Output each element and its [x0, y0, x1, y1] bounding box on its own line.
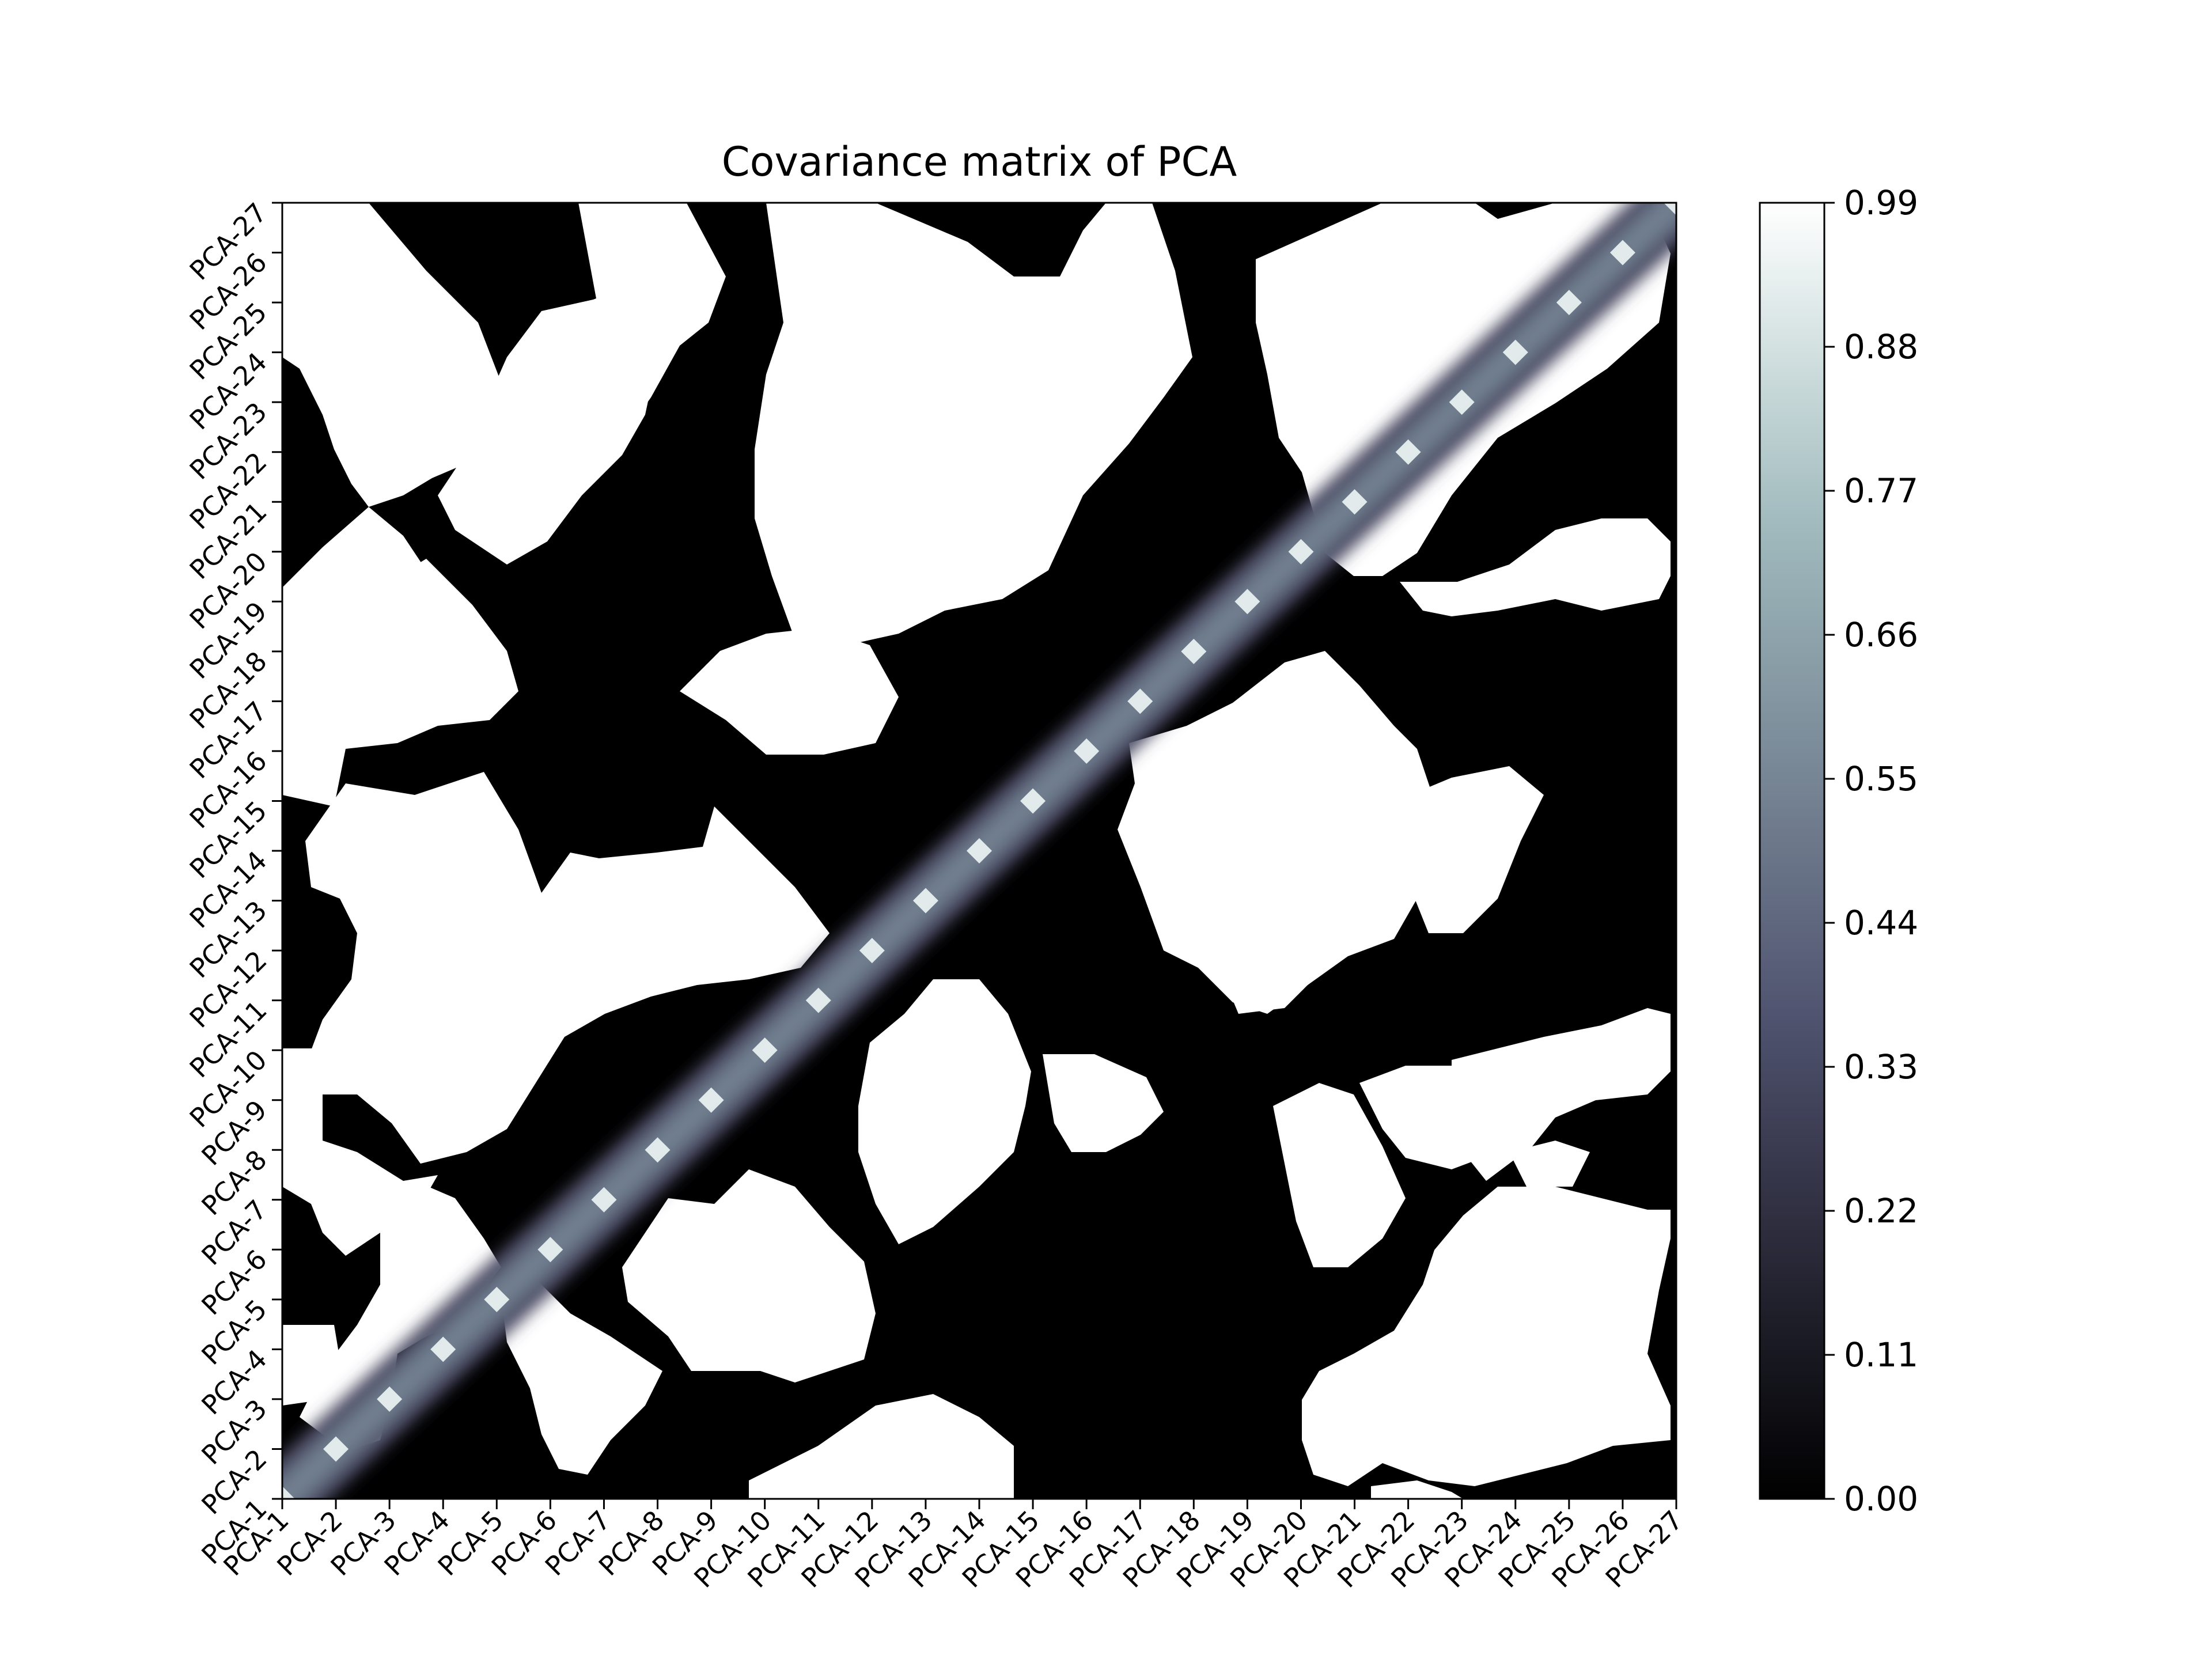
contour-region-29: [1555, 1204, 1636, 1267]
colorbar-tick-label: 0.99: [1844, 183, 1918, 222]
diagonal-cell-PCA-25: [1556, 290, 1582, 316]
diagonal-cell-PCA-21: [1342, 489, 1368, 515]
contour-region-8: [305, 772, 830, 1164]
contour-region-12: [1118, 651, 1440, 1014]
diagonal-cell-PCA-4: [430, 1336, 456, 1362]
colorbar-tick-label: 0.22: [1844, 1191, 1918, 1230]
diagonal-cell-PCA-1: [282, 1486, 295, 1499]
colorbar-tick-label: 0.55: [1844, 759, 1918, 798]
diagonal-cell-PCA-8: [645, 1137, 671, 1163]
contour-region-23: [1273, 1083, 1406, 1267]
contour-region-7: [323, 559, 518, 749]
diagonal-cell-PCA-6: [537, 1237, 563, 1263]
contour-region-11: [1400, 518, 1671, 616]
diagonal-cell-PCA-24: [1502, 339, 1528, 365]
contour-region-6: [680, 628, 899, 755]
diagonal-cell-PCA-11: [805, 987, 831, 1013]
colorbar-tick-label: 0.88: [1844, 327, 1918, 366]
diagonal-cell-PCA-22: [1395, 439, 1421, 465]
diagonal-cell-PCA-3: [377, 1386, 403, 1412]
contour-region-5: [755, 203, 1192, 645]
contour-region-22: [1043, 1054, 1164, 1152]
x-axis: PCA-1PCA-2PCA-3PCA-4PCA-5PCA-6PCA-7PCA-8…: [217, 1499, 1689, 1594]
colorbar-ticks: 0.00 0.11 0.22 0.33 0.44 0.55 0.66 0.77 0.88 0.99: [1824, 183, 1918, 1518]
diagonal-cell-PCA-23: [1449, 389, 1475, 415]
colorbar-tick-label: 0.11: [1844, 1335, 1918, 1374]
contour-regions: [282, 203, 1671, 1499]
colorbar-gradient: [1759, 202, 1825, 1500]
diagonal-cell-PCA-27: [1664, 203, 1676, 215]
diagonal-cell-PCA-12: [859, 938, 885, 964]
diagonal-band: [282, 203, 1676, 1499]
diagonal-cell-PCA-5: [484, 1286, 510, 1312]
diagonal-cell-PCA-7: [591, 1187, 617, 1213]
diagonal-cell-PCA-18: [1181, 638, 1207, 664]
contour-region-3: [438, 288, 662, 565]
contour-region-27: [1302, 1187, 1671, 1486]
diagonal-cell-PCA-17: [1127, 688, 1153, 714]
diagonal-cell-PCA-10: [752, 1037, 778, 1063]
chart-title: Covariance matrix of PCA: [722, 138, 1237, 185]
diagonal-cell-PCA-15: [1020, 788, 1046, 814]
y-axis: PCA-1PCA-2PCA-3PCA-4PCA-5PCA-6PCA-7PCA-8…: [184, 197, 282, 1570]
contour-region-26: [1509, 1141, 1590, 1187]
contour-region-15: [282, 1129, 438, 1256]
diagonal-cell-PCA-20: [1288, 539, 1314, 565]
plot-area: [281, 202, 1677, 1500]
contour-region-18: [501, 1279, 662, 1475]
colorbar-tick-label: 0.33: [1844, 1047, 1918, 1086]
diagonal-cell-PCA-2: [323, 1436, 349, 1462]
diagonal-cell-PCA-14: [967, 838, 992, 863]
contour-region-13: [1382, 766, 1544, 933]
colorbar-tick-label: 0.44: [1844, 903, 1918, 942]
contour-region-14: [1210, 841, 1354, 1014]
diagonal-cell-PCA-13: [912, 888, 938, 914]
colorbar-tick-label: 0.66: [1844, 615, 1918, 654]
diagonal-cell-PCA-19: [1234, 589, 1260, 615]
contour-region-21: [858, 979, 1031, 1244]
contour-region-25: [1452, 1008, 1671, 1181]
contour-region-19: [622, 1169, 876, 1382]
colorbar: 0.00 0.11 0.22 0.33 0.44 0.55 0.66 0.77 0.88 0.99: [1759, 183, 1918, 1518]
diagonal-cell-PCA-16: [1074, 738, 1100, 764]
diagonal-cell-PCA-9: [698, 1087, 724, 1113]
colorbar-tick-label: 0.00: [1844, 1479, 1918, 1518]
contour-region-20: [749, 1394, 1014, 1499]
contour-region-1: [282, 203, 507, 507]
diagonal-cell-PCA-26: [1609, 240, 1635, 266]
contour-region-28: [1371, 1480, 1463, 1499]
contour-region-17: [300, 1181, 501, 1452]
contour-region-4: [578, 203, 726, 438]
colorbar-tick-label: 0.77: [1844, 471, 1918, 510]
